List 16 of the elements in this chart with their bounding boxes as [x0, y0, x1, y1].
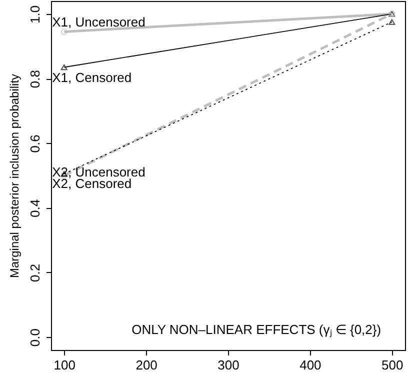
x-tick-label: 500 [382, 358, 404, 372]
x-tick-label: 200 [136, 358, 158, 372]
series-label: X1, Censored [52, 70, 132, 86]
x-tick-label: 300 [218, 358, 240, 372]
x-tick-label: 100 [54, 358, 76, 372]
y-tick-label: 0.8 [28, 70, 42, 88]
annotation: ONLY NON–LINEAR EFFECTS (γⱼ ∈ {0,2}) [132, 322, 382, 338]
point [60, 28, 68, 35]
y-tick-label: 1.0 [28, 5, 42, 24]
y-tick-label: 0.0 [28, 328, 42, 347]
series-label: X1, Uncensored [52, 14, 146, 30]
y-tick-label: 0.4 [28, 199, 42, 218]
y-tick-label: 0.2 [28, 264, 42, 282]
x-tick-label: 400 [300, 358, 322, 372]
y-tick-label: 0.6 [28, 134, 42, 153]
y-axis-title: Marginal posterior inclusion probability [8, 74, 22, 278]
